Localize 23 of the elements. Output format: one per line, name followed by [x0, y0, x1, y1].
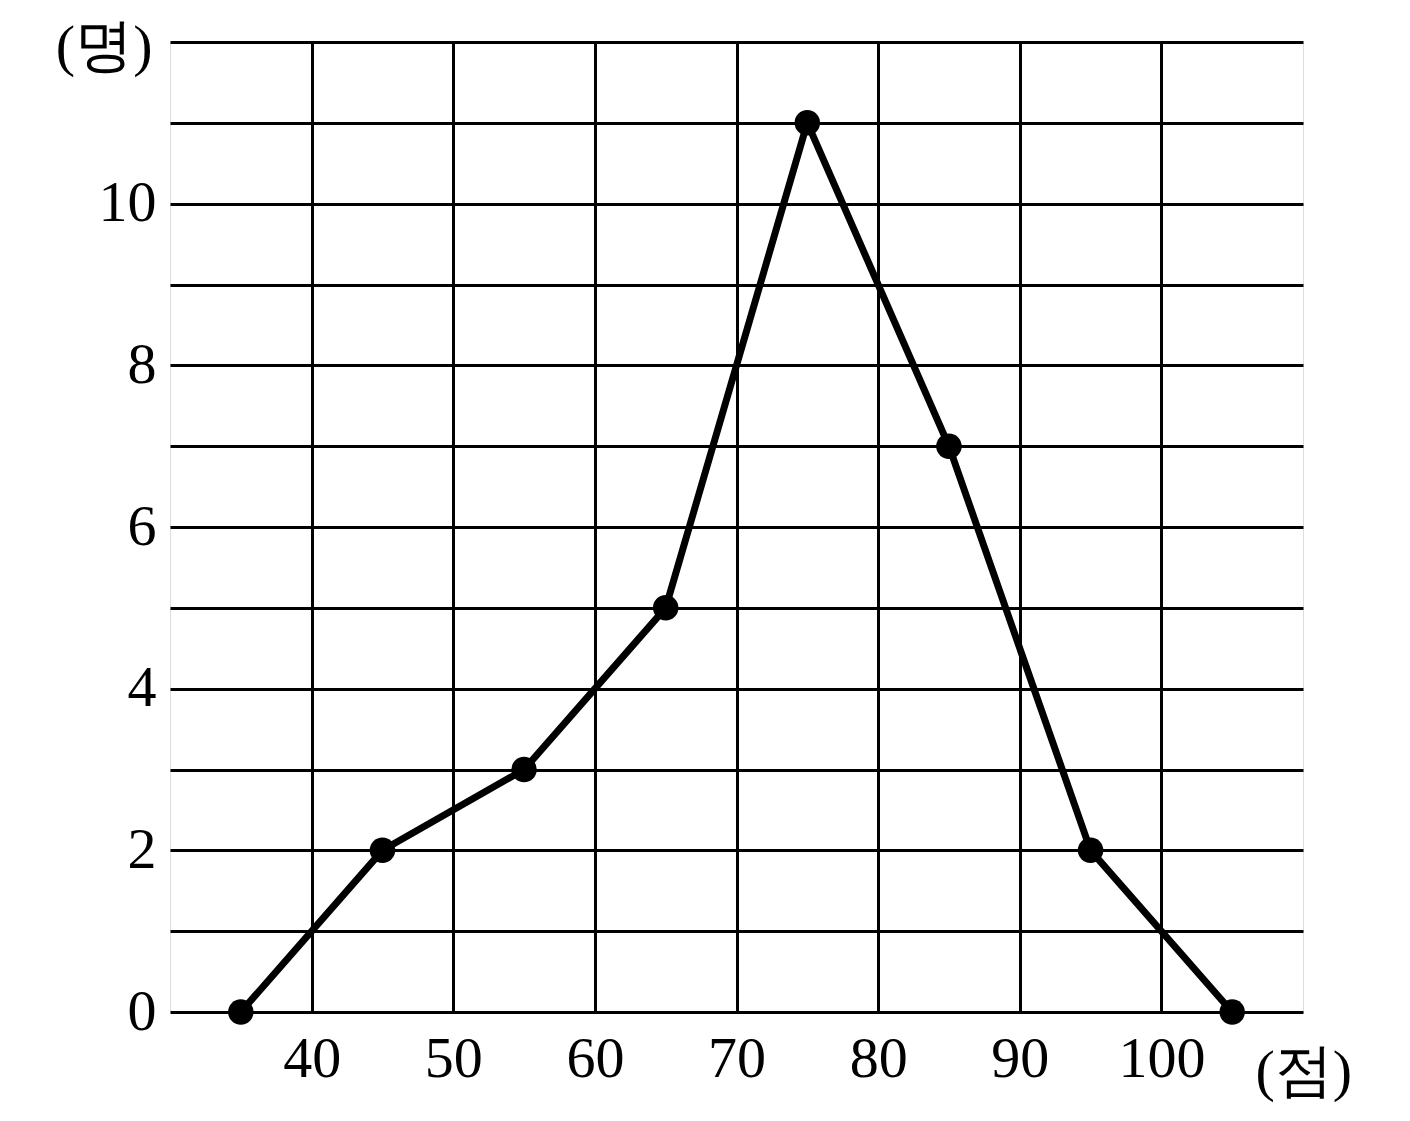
x-tick-label: 90 — [991, 1024, 1050, 1090]
y-tick-label: 8 — [127, 330, 157, 396]
point — [228, 999, 254, 1025]
y-tick-label: 4 — [127, 654, 157, 720]
x-tick-label: 70 — [708, 1024, 766, 1090]
point — [794, 110, 821, 136]
x-tick-label: 40 — [283, 1024, 342, 1090]
y-tick-label: 2 — [127, 815, 157, 881]
point — [511, 756, 537, 783]
y-tick-label: 0 — [127, 977, 157, 1043]
x-tick-label: 60 — [566, 1024, 625, 1090]
x-tick-label: 80 — [849, 1024, 908, 1090]
x-tick-label: 100 — [1118, 1024, 1206, 1090]
point — [652, 595, 679, 621]
point — [369, 837, 396, 864]
y-tick-label: 6 — [127, 492, 157, 558]
y-axis-title: (명) — [55, 12, 153, 78]
y-tick-label: 10 — [98, 169, 157, 235]
x-axis-title: (점) — [1255, 1037, 1353, 1103]
point — [936, 433, 962, 459]
x-tick-label: 50 — [424, 1024, 483, 1090]
point — [1077, 837, 1104, 864]
point — [1219, 999, 1245, 1025]
